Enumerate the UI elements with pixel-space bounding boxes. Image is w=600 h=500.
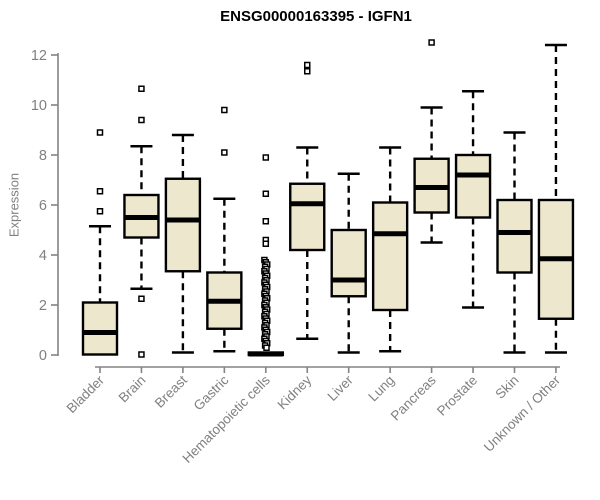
outlier-point xyxy=(263,344,270,351)
y-tick-label: 8 xyxy=(39,148,47,164)
outlier-point xyxy=(304,61,311,69)
outlier-point xyxy=(138,295,145,302)
y-tick-label: 10 xyxy=(31,98,47,114)
box-liver xyxy=(330,228,367,298)
box-lung xyxy=(371,201,409,312)
x-tick-label: Kidney xyxy=(275,372,315,412)
chart-title: ENSG00000163395 - IGFN1 xyxy=(220,8,412,25)
x-tick-label: Liver xyxy=(325,372,357,404)
y-tick-label: 6 xyxy=(39,198,47,214)
x-tick-label: Gastric xyxy=(191,372,232,413)
outlier-point xyxy=(221,149,228,156)
y-tick-label: 0 xyxy=(39,348,47,364)
box-skin xyxy=(496,198,533,274)
outlier-point xyxy=(96,188,104,195)
outlier-point xyxy=(221,106,228,114)
outlier-point xyxy=(262,154,270,161)
outlier-point xyxy=(428,39,435,46)
x-tick-label: Lung xyxy=(365,373,397,405)
outlier-point xyxy=(262,240,270,247)
box-prostate xyxy=(454,153,492,219)
x-tick-label: Skin xyxy=(492,373,521,402)
y-tick-label: 2 xyxy=(39,298,47,314)
outlier-point xyxy=(262,218,270,225)
outlier-point xyxy=(138,351,145,358)
x-tick-label: Breast xyxy=(152,372,190,410)
outlier-point xyxy=(96,129,104,136)
outlier-point xyxy=(138,116,145,124)
outlier-point xyxy=(96,208,104,215)
box-breast xyxy=(164,177,202,273)
x-tick-label: Pancreas xyxy=(388,372,439,423)
x-tick-label: Bladder xyxy=(64,372,108,416)
box-kidney xyxy=(289,182,326,252)
x-tick-label: Unknown / Other xyxy=(481,372,564,455)
y-tick-label: 12 xyxy=(31,48,47,64)
outlier-point xyxy=(304,68,311,75)
box-bladder xyxy=(81,301,119,356)
x-tick-label: Prostate xyxy=(434,373,480,419)
x-tick-label: Brain xyxy=(116,373,149,406)
outlier-point xyxy=(262,190,270,197)
y-tick-label: 4 xyxy=(39,248,47,264)
outlier-point xyxy=(138,85,145,92)
